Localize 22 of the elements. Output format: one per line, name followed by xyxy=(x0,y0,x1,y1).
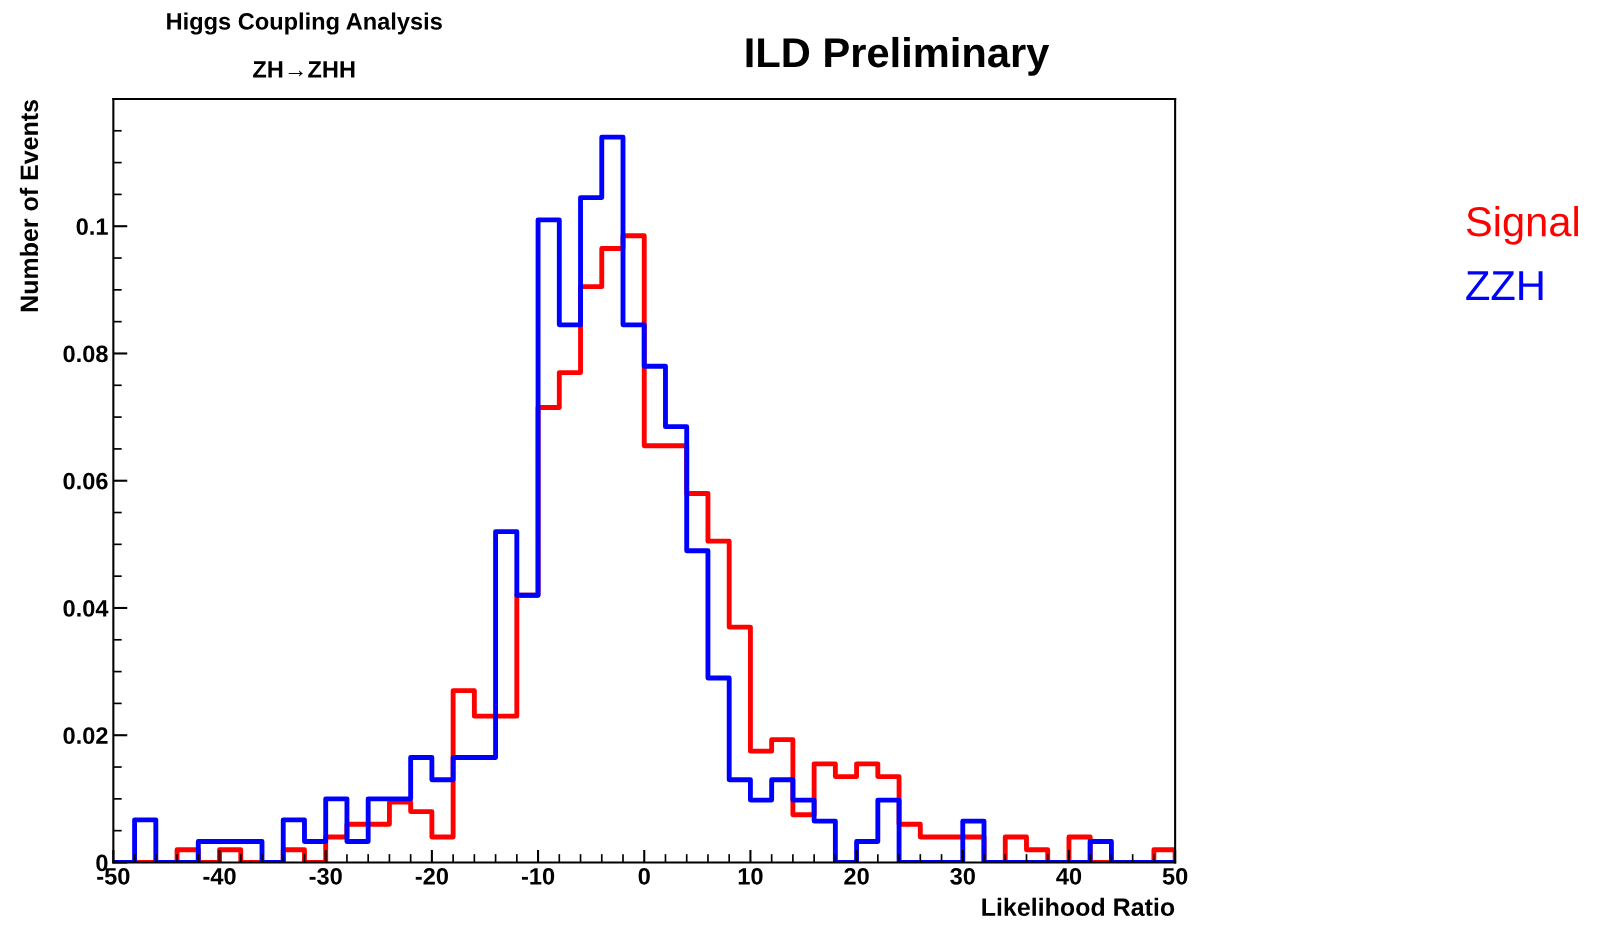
x-tick-label: -40 xyxy=(203,867,236,885)
x-tick-label: 50 xyxy=(1162,867,1188,885)
x-tick-label: 0 xyxy=(638,867,650,885)
x-tick-label: 40 xyxy=(1056,867,1082,885)
y-tick-label: 0.1 xyxy=(76,218,108,236)
x-axis-title: Likelihood Ratio xyxy=(982,897,1175,917)
text: ZZH xyxy=(1466,271,1543,300)
y-tick-label: 0.06 xyxy=(63,472,108,490)
x-tick-label: -20 xyxy=(415,867,448,885)
x-tick-label: -10 xyxy=(521,867,555,885)
x-tick-label: -30 xyxy=(309,867,342,885)
x-tick-label: 10 xyxy=(738,867,763,885)
y-tick-label: 0.02 xyxy=(63,727,108,745)
text: Higgs Coupling Analysis xyxy=(167,12,442,35)
y-axis-title: Number of Events xyxy=(19,99,39,312)
text: ZH→ZHH xyxy=(253,61,355,78)
x-tick-label: 30 xyxy=(950,867,975,885)
x-tick-label: 20 xyxy=(844,867,869,885)
y-tick-label: 0.08 xyxy=(63,345,108,363)
y-tick-label: 0.04 xyxy=(63,600,109,617)
chart-title: ILD Preliminary xyxy=(746,36,1050,76)
text: Signal xyxy=(1466,205,1578,245)
